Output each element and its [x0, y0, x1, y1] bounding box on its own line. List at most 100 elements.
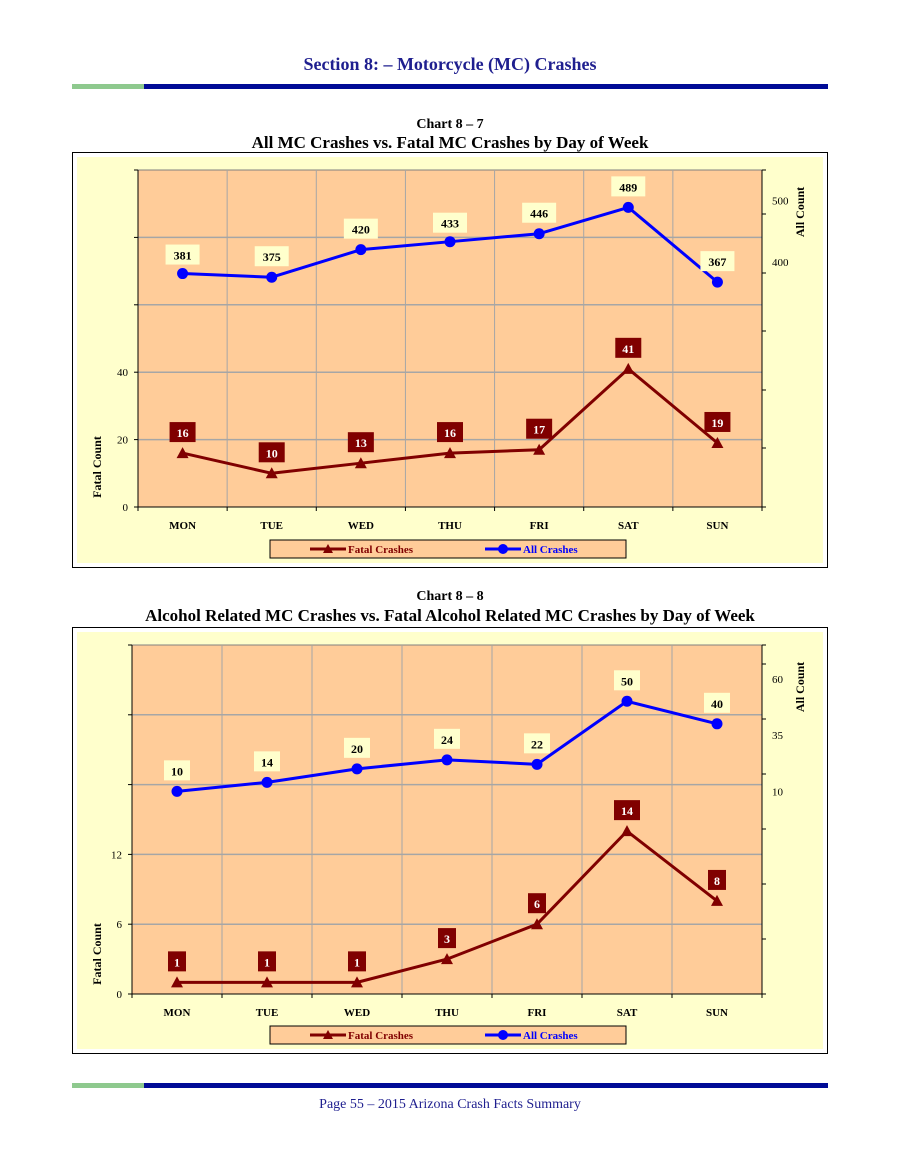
c2-fatal-data-label: 14 [621, 804, 633, 818]
c1-all-point [444, 236, 456, 248]
c1-fatal-label-box [615, 337, 642, 358]
c2-all-label-box [254, 751, 280, 772]
chart-2: MON TUE WED THU FRI SAT SUN 0 6 12 10 35 60 Fatal Cou… [72, 627, 828, 1054]
c2-all-data-label: 24 [441, 733, 453, 747]
c1-left-axis-title: Fatal Count [90, 436, 104, 498]
c1-fatal-label-box [169, 422, 196, 443]
c1-fatal-label-box [347, 432, 374, 453]
c2-all-point [711, 718, 723, 730]
c1-right-axis-title: All Count [793, 187, 807, 237]
c1-fatal-data-label: 17 [533, 423, 545, 437]
c1-all-data-label: 375 [263, 250, 281, 264]
c1-fatal-data-label: 13 [355, 436, 367, 450]
chart-1-title: All MC Crashes vs. Fatal MC Crashes by D… [251, 133, 649, 152]
c2-all-label-box [434, 728, 460, 749]
c1-fatal-data-label: 16 [177, 426, 189, 440]
c1-fatal-point [622, 362, 635, 374]
c1-all-label-box [522, 202, 557, 223]
c1-fatal-point [711, 436, 724, 448]
c1-all-point [266, 271, 278, 283]
c2-legend-marker [498, 1030, 508, 1040]
c1-all-data-label: 433 [441, 217, 459, 231]
c2-fatal-label-box [528, 893, 546, 914]
c2-fatal-label-box [614, 800, 640, 821]
c2-fatal-point [441, 953, 453, 965]
c2-category-label: THU [435, 1007, 459, 1019]
footer-rule [72, 1083, 828, 1088]
c1-right-tick-label: 500 [772, 196, 789, 208]
c1-fatal-data-label: 10 [266, 446, 278, 460]
c2-all-point [531, 758, 543, 770]
c1-all-label-box [611, 176, 646, 197]
c2-category-label: MON [164, 1007, 191, 1019]
c2-all-label-box [614, 670, 640, 691]
c1-all-point [355, 244, 367, 256]
c2-fatal-point [711, 894, 723, 906]
c1-right-tick-label: 400 [772, 257, 789, 269]
c1-all-data-label: 489 [619, 180, 637, 194]
c2-left-tick-label: 12 [111, 849, 122, 861]
c2-fatal-label-box [258, 951, 276, 972]
chart-2-subtitle: Chart 8 – 8 [416, 589, 484, 604]
c1-fatal-data-label: 41 [622, 342, 634, 356]
c1-category-label: WED [348, 520, 374, 532]
c2-fatal-data-label: 6 [534, 897, 540, 911]
c2-all-label-box [704, 692, 730, 713]
c1-fatal-point [444, 447, 456, 459]
c2-all-point [171, 785, 183, 797]
c2-legend-marker [323, 1030, 333, 1039]
c1-all-label-box [433, 212, 467, 233]
c2-legend [269, 1025, 627, 1045]
c1-fatal-label-box [258, 442, 285, 463]
c2-fatal-point [261, 976, 273, 988]
c1-fatal-data-label: 16 [444, 426, 456, 440]
c1-all-data-label: 381 [174, 249, 192, 263]
c1-category-label: SAT [618, 520, 639, 532]
chart-2-title: Alcohol Related MC Crashes vs. Fatal Alc… [145, 606, 755, 625]
c1-category-label: THU [438, 520, 462, 532]
c1-fatal-point [265, 467, 278, 479]
page-footer: Page 55 – 2015 Arizona Crash Facts Summa… [319, 1097, 581, 1112]
c2-fatal-label-box [168, 951, 186, 972]
c1-all-label-box [700, 251, 735, 272]
c1-all-point [533, 228, 545, 240]
c2-all-data-label: 14 [261, 755, 273, 769]
c2-right-tick-label: 60 [772, 674, 784, 686]
c2-all-point [261, 776, 273, 788]
c2-left-tick-label: 0 [117, 989, 123, 1001]
c2-all-label-box [524, 733, 550, 754]
c2-all-data-label: 20 [351, 742, 363, 756]
c2-all-label-box [164, 760, 190, 781]
c1-all-point [177, 268, 189, 280]
c1-category-label: FRI [530, 520, 549, 532]
c2-legend-label: All Crashes [523, 1030, 578, 1042]
c1-all-data-label: 420 [352, 223, 370, 237]
header-rule [72, 84, 828, 89]
c1-all-data-label: 446 [530, 207, 548, 221]
c2-left-tick-label: 6 [117, 919, 123, 931]
c2-right-tick-label: 10 [772, 786, 784, 798]
c1-category-label: SUN [706, 520, 728, 532]
c2-category-label: TUE [256, 1007, 279, 1019]
c1-fatal-label-box [526, 418, 553, 439]
c1-all-label-box [165, 244, 200, 265]
c2-left-axis-title: Fatal Count [90, 923, 104, 985]
c2-all-data-label: 22 [531, 737, 543, 751]
c2-right-tick-label: 35 [772, 730, 784, 742]
c1-left-tick-label: 0 [123, 502, 129, 514]
c1-left-tick-label: 40 [117, 367, 129, 379]
c1-category-label: TUE [260, 520, 283, 532]
c2-fatal-data-label: 1 [174, 955, 180, 969]
c1-legend-marker [323, 544, 333, 553]
c2-fatal-label-box [708, 869, 726, 890]
c1-all-label-box [343, 218, 378, 239]
c2-fatal-label-box [438, 928, 456, 949]
c2-fatal-point [621, 825, 633, 837]
c2-fatal-point [531, 918, 543, 930]
c1-category-label: MON [169, 520, 196, 532]
chart-1-subtitle: Chart 8 – 7 [416, 117, 484, 132]
c2-all-point [441, 754, 453, 766]
c1-all-point [622, 201, 634, 213]
c2-fatal-point [171, 976, 183, 988]
c2-all-point [621, 695, 633, 707]
